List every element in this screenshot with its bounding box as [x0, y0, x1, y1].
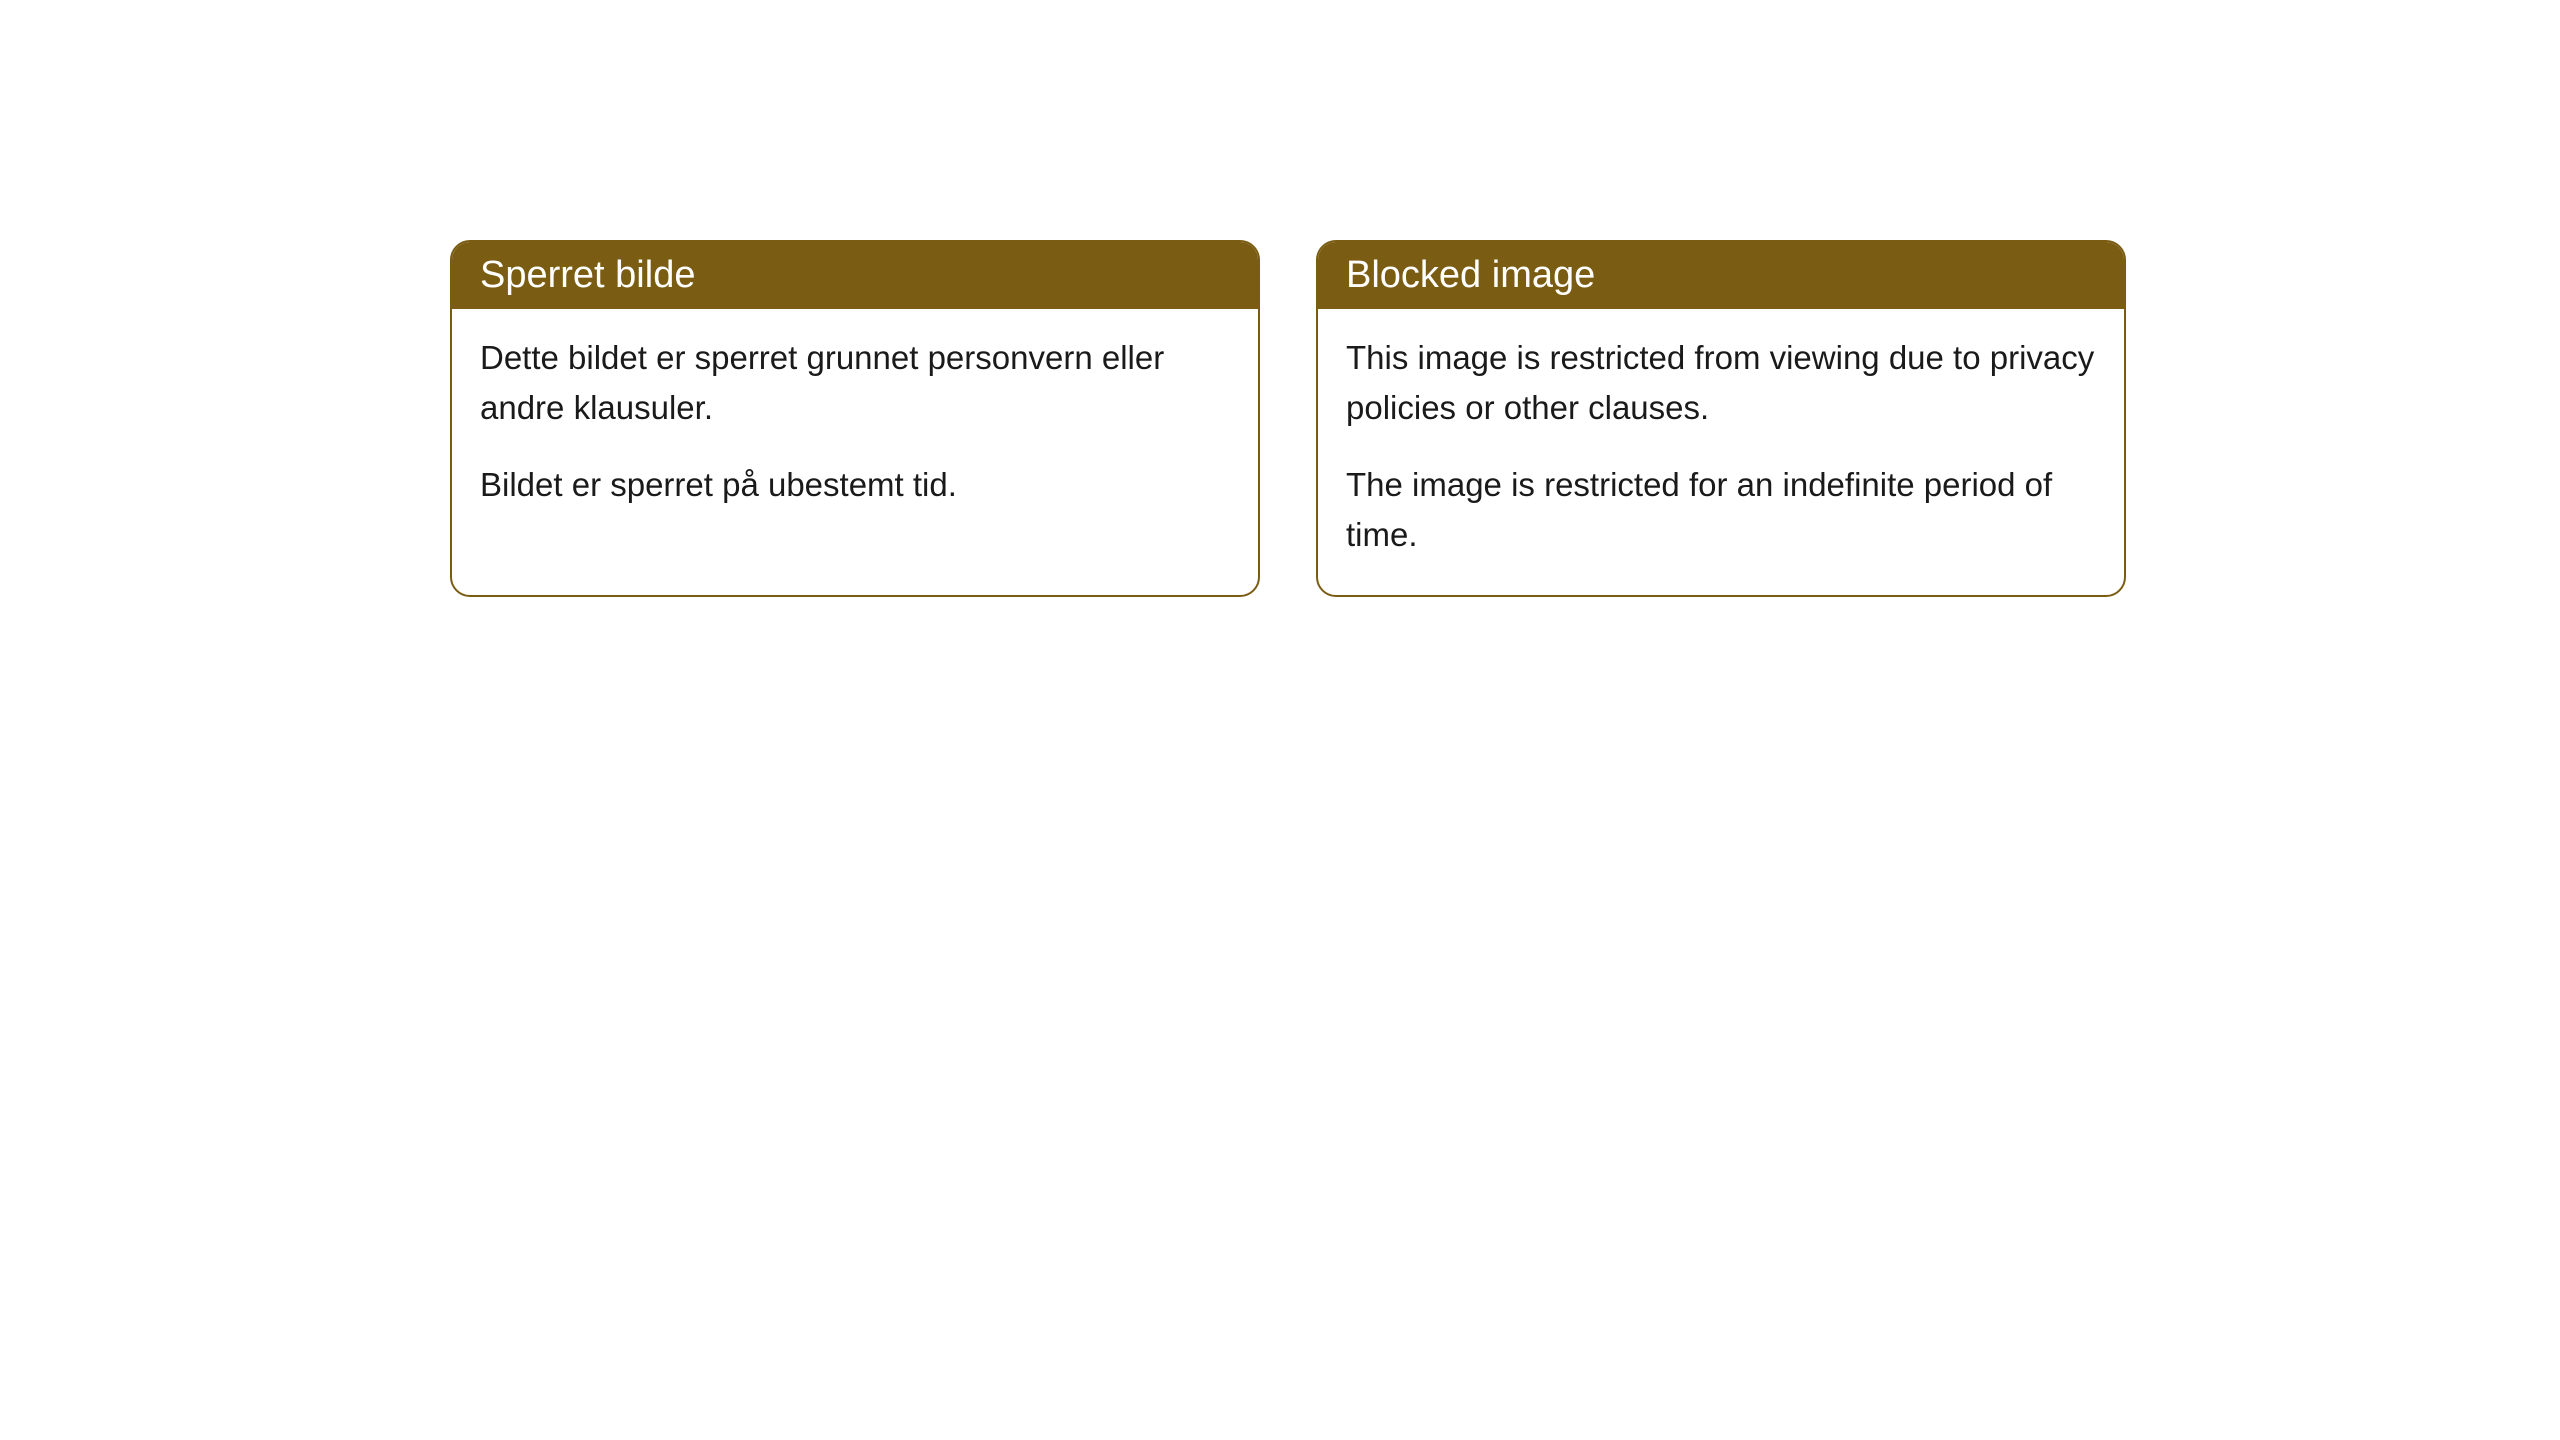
- notice-cards-container: Sperret bilde Dette bildet er sperret gr…: [450, 240, 2126, 597]
- blocked-image-card-norwegian: Sperret bilde Dette bildet er sperret gr…: [450, 240, 1260, 597]
- card-paragraph: This image is restricted from viewing du…: [1346, 333, 2096, 432]
- blocked-image-card-english: Blocked image This image is restricted f…: [1316, 240, 2126, 597]
- card-header: Sperret bilde: [452, 242, 1258, 309]
- card-paragraph: Dette bildet er sperret grunnet personve…: [480, 333, 1230, 432]
- card-title: Blocked image: [1346, 254, 1595, 296]
- card-body: Dette bildet er sperret grunnet personve…: [452, 309, 1258, 546]
- card-title: Sperret bilde: [480, 254, 695, 296]
- card-body: This image is restricted from viewing du…: [1318, 309, 2124, 595]
- card-paragraph: Bildet er sperret på ubestemt tid.: [480, 460, 1230, 510]
- card-header: Blocked image: [1318, 242, 2124, 309]
- card-paragraph: The image is restricted for an indefinit…: [1346, 460, 2096, 559]
